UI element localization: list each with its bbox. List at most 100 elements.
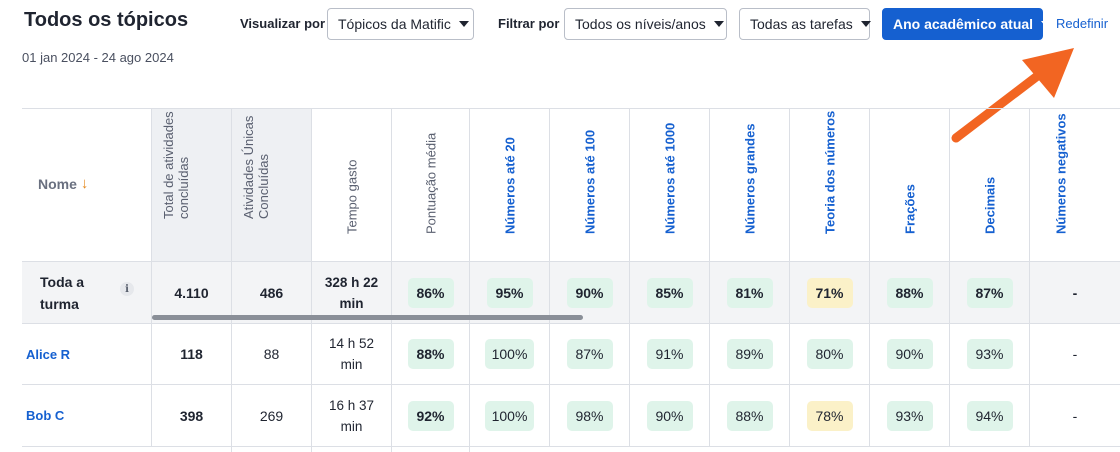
academic-year-select[interactable]: Ano acadêmico atual: [882, 8, 1052, 40]
score-pill: 71%: [806, 277, 853, 308]
column-header-topic[interactable]: Decimais: [950, 109, 1030, 261]
view-by-label: Visualizar por: [240, 16, 326, 31]
topic-cell: -: [1072, 407, 1078, 424]
sort-down-arrow-icon[interactable]: ↓: [80, 175, 89, 192]
student-name-cell: Bob C: [22, 385, 152, 446]
topic-cell: 94%: [950, 385, 1030, 446]
student-name-cell: Alice R: [22, 324, 152, 384]
summary-topic-cell: 90%: [550, 262, 630, 323]
unique-cell: 269: [232, 385, 312, 446]
topic-cell: 93%: [950, 324, 1030, 384]
column-header-topic[interactable]: Números grandes: [710, 109, 790, 261]
topic-cell: 91%: [630, 324, 710, 384]
score-pill: 88%: [726, 400, 773, 431]
levels-value: Todos os níveis/anos: [575, 16, 706, 32]
score-pill: 80%: [806, 339, 853, 369]
topic-cell: 89%: [710, 324, 790, 384]
time-cell: 16 h 37 min: [312, 385, 392, 446]
topic-cell: 90%: [870, 324, 950, 384]
unique-cell: 88: [232, 324, 312, 384]
score-pill: 90%: [886, 339, 933, 369]
score-pill: 85%: [646, 277, 693, 308]
info-icon[interactable]: i: [120, 282, 134, 296]
student-name-link[interactable]: Bob C: [26, 408, 65, 423]
column-header-label: Atividades Únicas Concluídas: [240, 115, 271, 219]
score-pill: 92%: [407, 400, 454, 431]
score-pill: 81%: [726, 277, 773, 308]
summary-topic-cell: 95%: [470, 262, 550, 323]
column-header-topic[interactable]: Números até 1000: [630, 109, 710, 261]
avg-cell: [392, 447, 470, 452]
report-table: Nome ↓ Total de atividades concluídas At…: [22, 108, 1120, 452]
time-line2: min: [340, 418, 363, 434]
levels-select[interactable]: Todos os níveis/anos: [564, 8, 727, 40]
topic-cell: 100%: [470, 385, 550, 446]
column-header-time[interactable]: Tempo gasto: [312, 109, 392, 261]
column-header-topic[interactable]: Teoria dos números: [790, 109, 870, 261]
time-cell: 14 h 52 min: [312, 324, 392, 384]
column-header-topic[interactable]: Números até 20: [470, 109, 550, 261]
total-cell: [152, 447, 232, 452]
view-by-select[interactable]: Tópicos da Matific: [327, 8, 474, 40]
student-name-link[interactable]: Alice R: [26, 346, 71, 362]
column-header-avg[interactable]: Pontuação média: [392, 109, 470, 261]
avg-cell: 88%: [392, 324, 470, 384]
column-header-topic[interactable]: Números negativos: [1030, 109, 1120, 261]
summary-unique: 486: [232, 262, 312, 323]
column-header-label: Frações: [902, 184, 917, 234]
tasks-value: Todas as tarefas: [750, 16, 853, 32]
table-row: [22, 446, 1120, 452]
horizontal-scrollbar[interactable]: [152, 315, 583, 320]
topic-cell: 93%: [870, 385, 950, 446]
topic-cell: -: [1072, 346, 1078, 362]
summary-topic-cell: 85%: [630, 262, 710, 323]
score-pill: 93%: [886, 400, 933, 431]
time-cell: [312, 447, 392, 452]
score-pill: 100%: [484, 400, 535, 431]
summary-row: Toda a turma i 4.110 486 328 h 22 min 86%…: [22, 261, 1120, 323]
score-pill: 95%: [486, 277, 533, 308]
column-header-unique[interactable]: Atividades Únicas Concluídas: [232, 109, 312, 261]
topic-cell: 100%: [470, 324, 550, 384]
tasks-select[interactable]: Todas as tarefas: [739, 8, 871, 40]
score-pill: 90%: [646, 400, 693, 431]
score-pill: 87%: [566, 339, 613, 369]
topic-cell: 98%: [550, 385, 630, 446]
column-header-label: Pontuação média: [423, 132, 438, 234]
score-pill: 88%: [886, 277, 933, 308]
reset-link[interactable]: Redefinir: [1056, 16, 1109, 31]
score-pill: 89%: [726, 339, 773, 369]
summary-topic-cell: 71%: [790, 262, 870, 323]
column-header-topic[interactable]: Frações: [870, 109, 950, 261]
chevron-down-icon: [713, 21, 724, 27]
score-pill: 98%: [566, 400, 613, 431]
column-header-label: Tempo gasto: [344, 159, 359, 234]
topic-cell: 78%: [790, 385, 870, 446]
score-pill: 100%: [484, 339, 535, 369]
column-header-label: Decimais: [982, 176, 997, 234]
academic-year-value: Ano acadêmico atual: [893, 16, 1034, 32]
summary-avg: 86%: [392, 262, 470, 323]
summary-topic-cell: 81%: [710, 262, 790, 323]
chevron-down-icon: [458, 21, 469, 27]
topic-cell: 87%: [550, 324, 630, 384]
whole-class-label-line1: Toda a: [40, 273, 85, 290]
topic-cell: 80%: [790, 324, 870, 384]
filter-by-label: Filtrar por: [498, 16, 560, 31]
orange-arrow-icon: [951, 48, 1074, 143]
total-cell: 398: [152, 385, 232, 446]
summary-name-cell: Toda a turma i: [22, 262, 152, 323]
name-column-header[interactable]: Nome ↓: [22, 109, 152, 261]
column-header-topic[interactable]: Números até 100: [550, 109, 630, 261]
score-pill: 90%: [566, 277, 613, 308]
score-pill: 86%: [407, 277, 454, 308]
score-pill: 94%: [966, 400, 1013, 431]
table-row: Bob C 398 269 16 h 37 min 92% 100% 98% 90…: [22, 384, 1120, 446]
column-header-label: Teoria dos números: [822, 110, 837, 234]
summary-time-line1: 328 h 22: [324, 274, 379, 290]
date-range: 01 jan 2024 - 24 ago 2024: [22, 50, 174, 65]
score-pill: 93%: [966, 339, 1013, 369]
score-pill: 88%: [407, 339, 454, 369]
column-header-total[interactable]: Total de atividades concluídas: [152, 109, 232, 261]
whole-class-label: Toda a turma: [26, 271, 122, 315]
